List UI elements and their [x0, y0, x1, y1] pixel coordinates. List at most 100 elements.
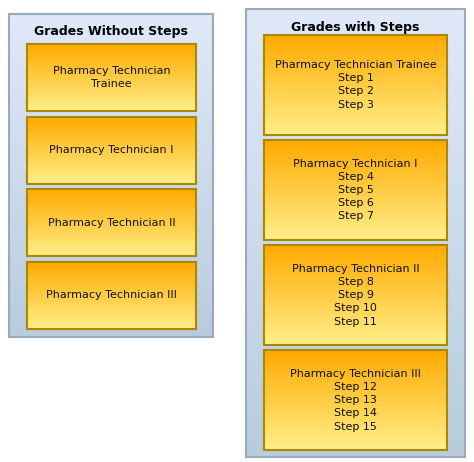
Bar	[27, 88, 195, 90]
Bar	[27, 81, 195, 83]
Bar	[264, 295, 447, 297]
Bar	[27, 170, 195, 171]
Bar	[246, 219, 465, 226]
Bar	[264, 249, 447, 251]
Bar	[27, 154, 195, 155]
Bar	[264, 313, 447, 315]
Bar	[27, 321, 195, 322]
Bar	[27, 127, 195, 128]
Bar	[27, 180, 195, 181]
Bar	[264, 109, 447, 111]
Bar	[27, 72, 195, 73]
Bar	[9, 251, 213, 256]
Bar	[27, 75, 195, 76]
Bar	[264, 166, 447, 168]
Bar	[264, 327, 447, 329]
Bar	[264, 432, 447, 434]
Bar	[264, 426, 447, 428]
Bar	[27, 64, 195, 65]
Bar	[264, 420, 447, 422]
Bar	[264, 111, 447, 113]
Bar	[264, 449, 447, 450]
Bar	[264, 224, 447, 226]
Bar	[9, 105, 213, 111]
Bar	[264, 305, 447, 307]
Text: Pharmacy Technician II
Step 8
Step 9
Step 10
Step 11: Pharmacy Technician II Step 8 Step 9 Ste…	[292, 264, 419, 327]
Bar	[27, 99, 195, 100]
Bar	[246, 256, 465, 263]
Bar	[264, 253, 447, 255]
Bar	[27, 282, 195, 283]
Bar	[27, 228, 195, 230]
Bar	[264, 156, 447, 158]
Bar	[264, 319, 447, 321]
Bar	[27, 49, 195, 51]
Bar	[27, 80, 195, 81]
Bar	[264, 67, 447, 69]
Bar	[27, 56, 195, 57]
Bar	[246, 233, 465, 241]
Bar	[264, 396, 447, 398]
Bar	[264, 376, 447, 378]
Bar	[27, 44, 195, 45]
Bar	[246, 286, 465, 293]
Bar	[9, 111, 213, 116]
Bar	[246, 69, 465, 76]
Bar	[264, 35, 447, 36]
Bar	[27, 76, 195, 78]
Bar	[264, 107, 447, 109]
Bar	[264, 291, 447, 293]
Bar	[27, 254, 195, 255]
Bar	[264, 198, 447, 200]
Bar	[27, 309, 195, 310]
Bar	[27, 45, 195, 47]
Bar	[264, 117, 447, 119]
Bar	[27, 96, 195, 97]
Bar	[27, 61, 195, 63]
Bar	[264, 428, 447, 431]
Bar	[264, 343, 447, 345]
Bar	[27, 130, 195, 131]
Bar	[27, 60, 195, 61]
Bar	[264, 414, 447, 416]
Bar	[9, 62, 213, 68]
Bar	[27, 316, 195, 317]
Bar	[27, 232, 195, 233]
Bar	[246, 24, 465, 31]
Bar	[264, 180, 447, 182]
Bar	[27, 231, 195, 232]
Bar	[27, 52, 195, 53]
Bar	[264, 279, 447, 281]
Bar	[264, 337, 447, 339]
Bar	[264, 43, 447, 45]
Bar	[264, 174, 447, 176]
Bar	[264, 160, 447, 162]
Bar	[246, 323, 465, 330]
Bar	[264, 329, 447, 331]
Bar	[264, 212, 447, 214]
Bar	[27, 197, 195, 199]
Bar	[27, 305, 195, 306]
Bar	[27, 220, 195, 221]
Bar	[27, 292, 195, 293]
Bar	[27, 216, 195, 218]
Bar	[27, 169, 195, 170]
Bar	[9, 192, 213, 197]
Bar	[9, 321, 213, 327]
Bar	[264, 41, 447, 43]
Bar	[27, 205, 195, 207]
Bar	[27, 131, 195, 133]
Bar	[27, 207, 195, 208]
Bar	[27, 176, 195, 177]
Bar	[27, 199, 195, 200]
Bar	[27, 271, 195, 273]
Bar	[264, 386, 447, 388]
Bar	[27, 95, 195, 96]
Bar	[27, 242, 195, 243]
Bar	[246, 106, 465, 114]
Bar	[264, 424, 447, 426]
Bar	[27, 193, 195, 195]
Bar	[264, 208, 447, 210]
Bar	[27, 235, 195, 236]
Bar	[27, 147, 195, 149]
